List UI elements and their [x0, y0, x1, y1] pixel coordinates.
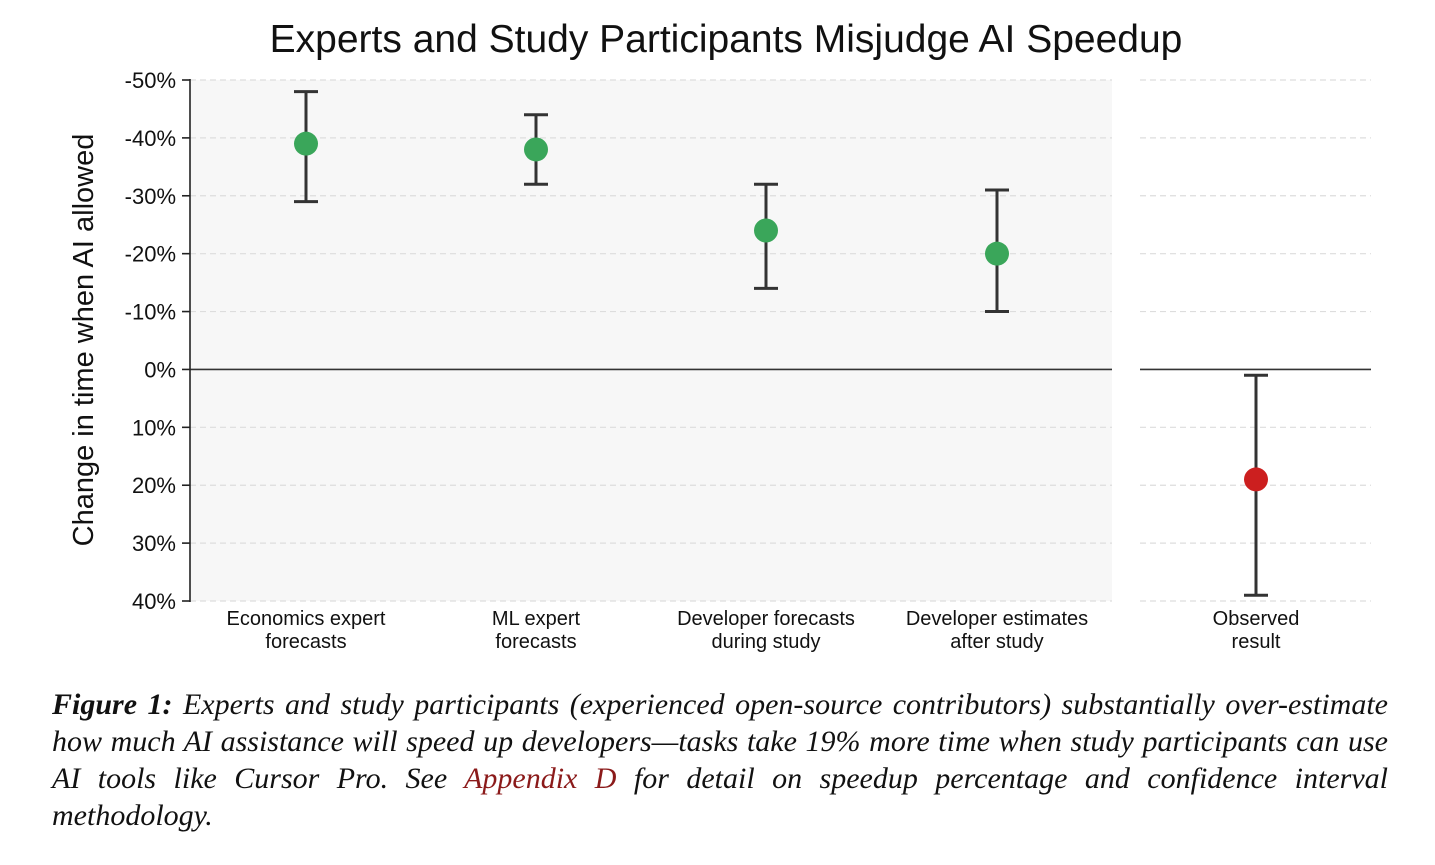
- data-point: [754, 218, 778, 243]
- x-category-label: during study: [712, 631, 821, 653]
- chart: Experts and Study Participants Misjudge …: [68, 18, 1371, 653]
- y-tick-label: 30%: [132, 531, 176, 556]
- figure-caption: Figure 1: Experts and study participants…: [52, 686, 1388, 834]
- caption-text-after: for detail on speedup percentage and con…: [52, 762, 1388, 832]
- caption-label: Figure 1:: [52, 688, 173, 721]
- y-tick-label: 10%: [132, 415, 176, 440]
- data-point: [985, 241, 1009, 266]
- y-tick-label: -30%: [125, 184, 176, 209]
- x-category-label: Developer forecasts: [677, 608, 855, 630]
- x-category-label: forecasts: [265, 631, 346, 653]
- y-tick-label: 20%: [132, 473, 176, 498]
- y-tick-label: -20%: [125, 242, 176, 267]
- x-category-label: Observed: [1213, 608, 1300, 630]
- caption-appendix-link[interactable]: Appendix D: [464, 762, 617, 795]
- y-axis-label: Change in time when AI allowed: [68, 134, 100, 547]
- x-category-label: after study: [950, 631, 1043, 653]
- caption-text-before: Experts and study participants (experien…: [52, 688, 1389, 795]
- x-category-label: Developer estimates: [906, 608, 1088, 630]
- panel-background: [190, 80, 1112, 601]
- y-tick-label: -40%: [125, 126, 176, 151]
- x-category-label: Economics expert: [227, 608, 386, 630]
- data-point: [1244, 467, 1268, 492]
- data-point: [524, 137, 548, 162]
- y-tick-label: 40%: [132, 589, 176, 614]
- data-point: [294, 131, 318, 156]
- x-category-label: forecasts: [495, 631, 576, 653]
- x-category-label: ML expert: [492, 608, 581, 630]
- y-tick-label: -10%: [125, 300, 176, 325]
- chart-title: Experts and Study Participants Misjudge …: [270, 18, 1183, 61]
- y-tick-label: -50%: [125, 68, 176, 93]
- y-tick-label: 0%: [144, 357, 176, 382]
- x-category-label: result: [1232, 631, 1281, 653]
